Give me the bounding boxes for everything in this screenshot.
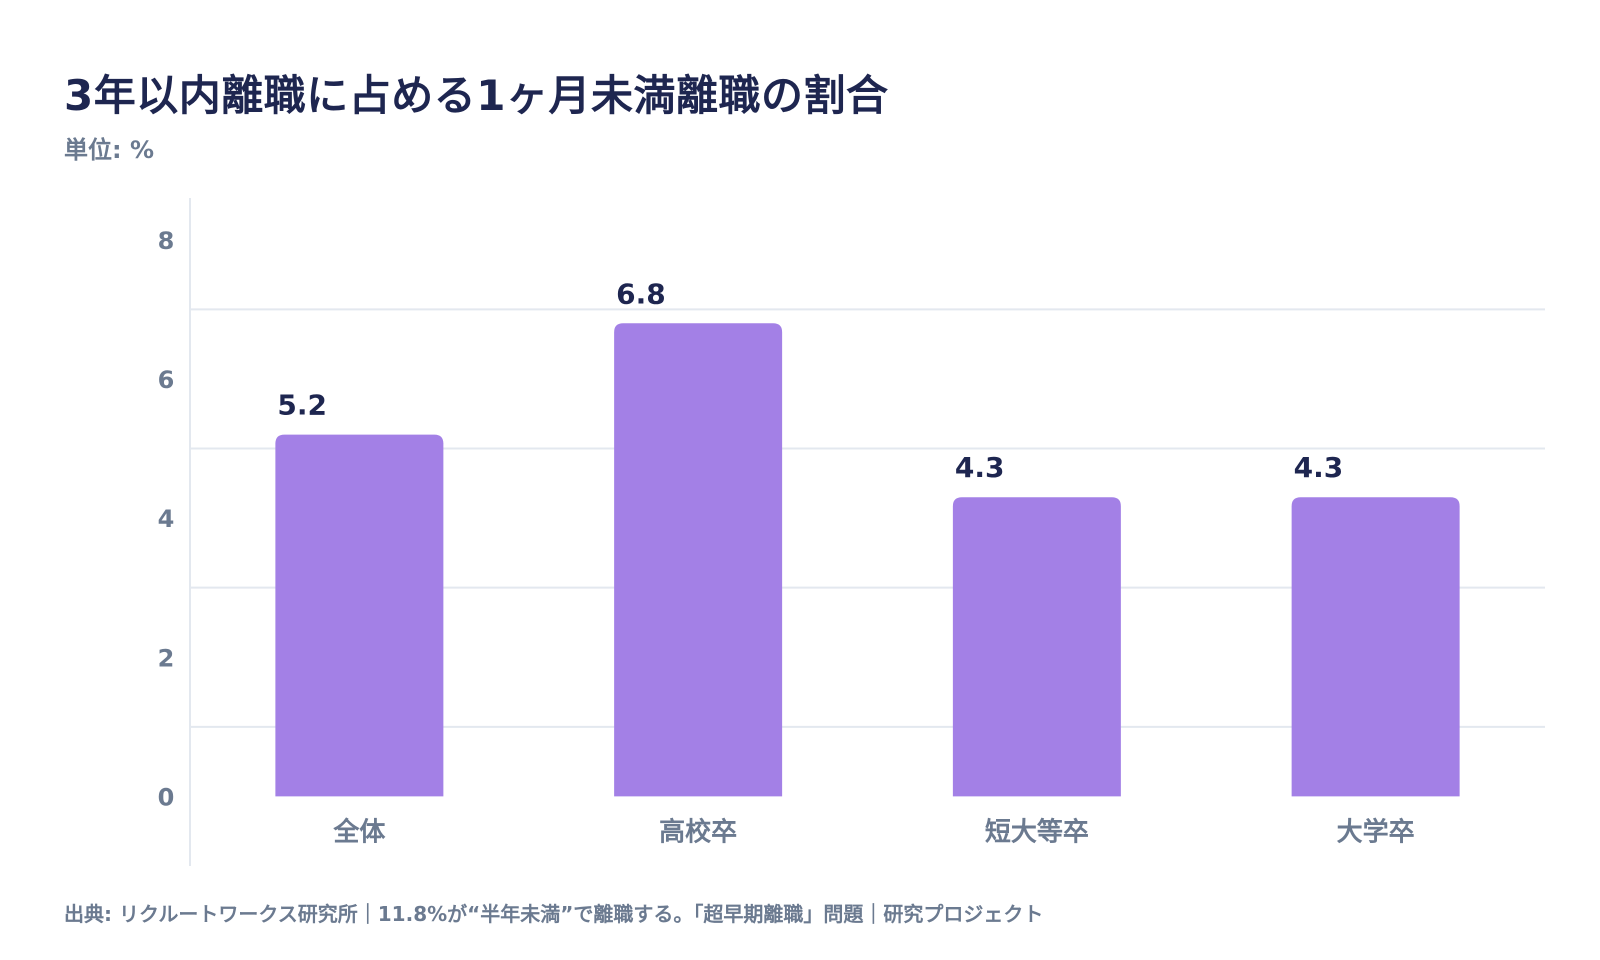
category-labels: 全体 高校卒 短大等卒 大学卒 (332, 816, 1414, 847)
value-label: 4.3 (955, 451, 1005, 484)
category-label: 高校卒 (659, 816, 737, 847)
y-tick-label: 0 (158, 783, 175, 811)
bar-2 (614, 323, 783, 797)
bars (275, 323, 1460, 797)
y-tick-label: 2 (158, 644, 175, 672)
value-labels: 5.2 6.8 4.3 4.3 (277, 277, 1343, 484)
bar-1 (275, 434, 444, 797)
category-label: 大学卒 (1337, 816, 1415, 847)
value-label: 4.3 (1294, 451, 1344, 484)
value-label: 5.2 (277, 389, 327, 422)
unit-label: 単位: % (64, 136, 154, 164)
value-label: 6.8 (616, 277, 666, 310)
y-tick-label: 4 (158, 505, 175, 533)
category-label: 短大等卒 (985, 816, 1089, 847)
y-tick-label: 8 (158, 227, 175, 255)
bar-3 (952, 497, 1121, 797)
source-note: 出典: リクルートワークス研究所｜11.8%が“半年未満”で離職する。「超早期離… (64, 902, 1044, 926)
category-label: 全体 (332, 816, 386, 847)
y-ticks: 0 2 4 6 8 (158, 227, 175, 812)
chart-title: 3年以内離職に占める1ヶ月未満離職の割合 (64, 71, 889, 120)
bar-4 (1291, 497, 1460, 797)
y-tick-label: 6 (158, 366, 175, 394)
